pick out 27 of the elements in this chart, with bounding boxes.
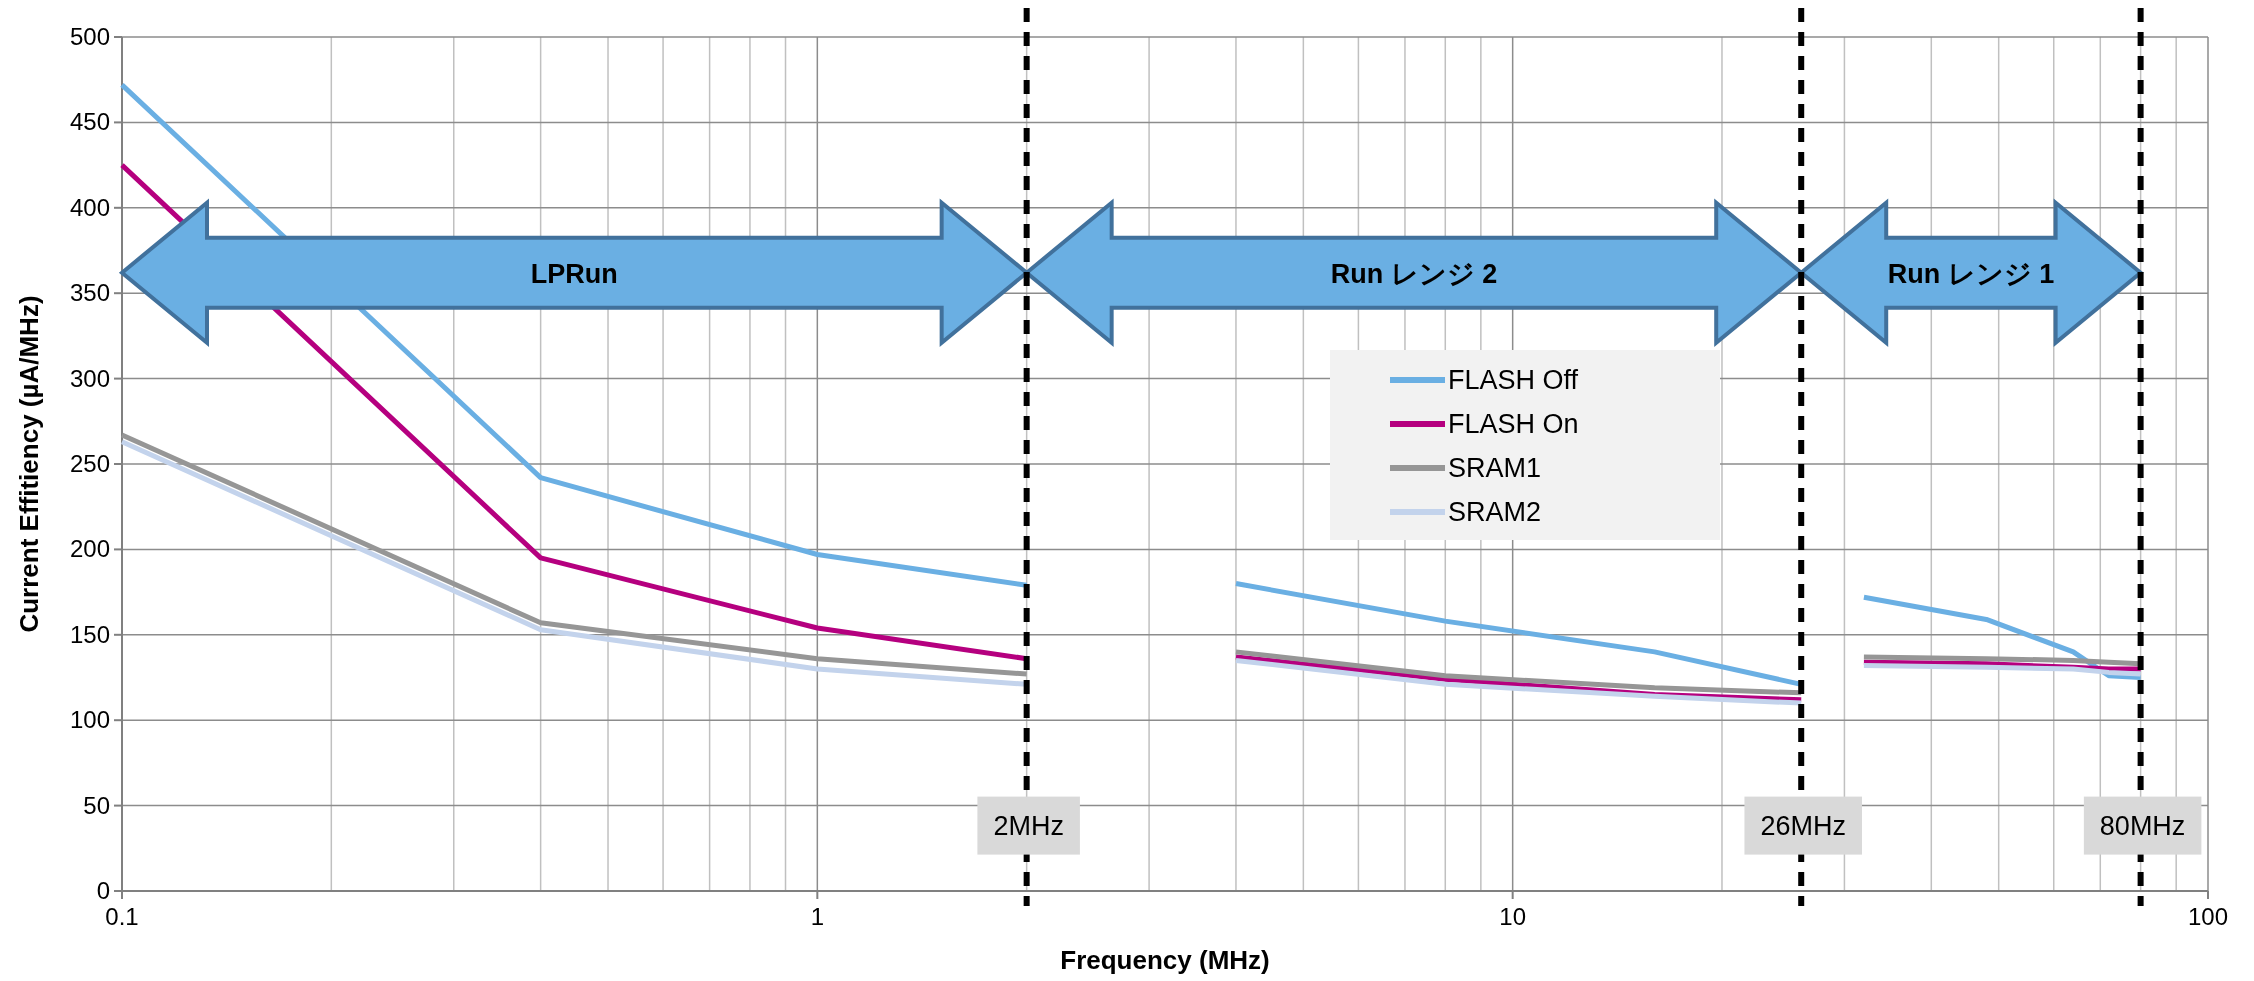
y-tick-label: 200 (69, 535, 110, 563)
x-tick-label: 1 (810, 903, 825, 930)
y-axis-title: Current Effitiency (µA/MHz) (14, 295, 44, 633)
y-tick-label: 100 (69, 706, 110, 734)
y-tick-label: 500 (69, 23, 110, 50)
ref-line-label: 2MHz (993, 810, 1064, 841)
y-tick-label: 150 (69, 620, 110, 648)
legend-label: FLASH On (1448, 409, 1579, 439)
y-tick-label: 300 (69, 364, 110, 392)
annotation: LPRun (530, 258, 618, 289)
x-tick-label: 100 (2187, 903, 2229, 930)
y-tick-label: 250 (69, 450, 110, 477)
y-tick-label: 50 (83, 791, 110, 819)
y-tick-label: 350 (69, 279, 110, 307)
ref-line-label: 80MHz (2099, 810, 2186, 841)
legend-label: SRAM2 (1448, 497, 1542, 527)
annotation: Run レンジ 1 (1887, 258, 2055, 289)
y-tick-label: 400 (69, 193, 110, 221)
annotation: Run レンジ 2 (1330, 258, 1498, 289)
x-tick-label: 0.1 (105, 903, 139, 930)
ref-line-label: 26MHz (1760, 810, 1846, 841)
legend-label: SRAM1 (1448, 453, 1542, 483)
x-axis-title: Frequency (MHz) (1060, 945, 1270, 975)
y-tick-label: 450 (69, 108, 110, 136)
legend-label: FLASH Off (1448, 365, 1579, 395)
y-tick-label: 0 (96, 877, 110, 904)
x-tick-label: 10 (1499, 903, 1527, 930)
